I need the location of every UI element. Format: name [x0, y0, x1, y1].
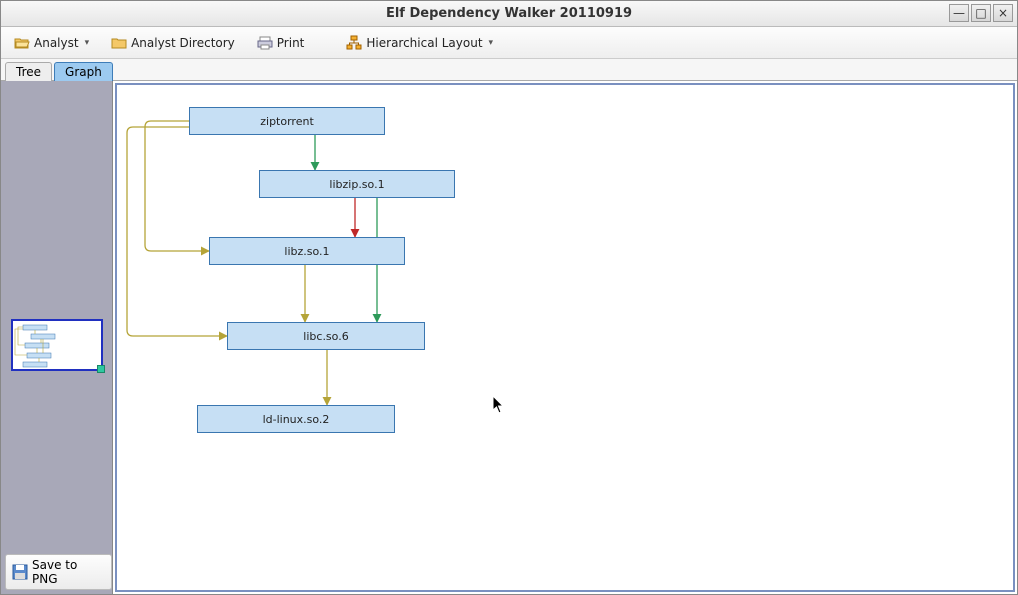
maximize-button[interactable]: □ — [971, 4, 991, 22]
save-to-png-button[interactable]: Save to PNG — [5, 554, 112, 590]
window-buttons: — □ × — [949, 4, 1013, 22]
content-area: Save to PNG ziptorrent libzip.so.1 libz.so… — [1, 81, 1017, 594]
print-button[interactable]: Print — [250, 31, 312, 55]
chevron-down-icon: ▾ — [489, 38, 494, 48]
save-to-png-label: Save to PNG — [32, 558, 105, 586]
folder-icon — [111, 35, 127, 51]
overview-pane: Save to PNG — [1, 81, 113, 594]
node-libc[interactable]: libc.so.6 — [227, 322, 425, 350]
analyst-label: Analyst — [34, 36, 79, 50]
close-button[interactable]: × — [993, 4, 1013, 22]
mouse-cursor-icon — [492, 395, 506, 415]
toolbar: Analyst ▾ Analyst Directory Print Hierar… — [1, 27, 1017, 59]
window-title: Elf Dependency Walker 20110919 — [386, 6, 632, 21]
resize-handle-icon[interactable] — [97, 365, 105, 373]
node-ziptorrent[interactable]: ziptorrent — [189, 107, 385, 135]
chevron-down-icon: ▾ — [85, 38, 90, 48]
print-label: Print — [277, 36, 305, 50]
hierarchical-layout-label: Hierarchical Layout — [366, 36, 482, 50]
hierarchical-layout-menu[interactable]: Hierarchical Layout ▾ — [339, 31, 500, 55]
analyst-menu[interactable]: Analyst ▾ — [7, 31, 96, 55]
graph-canvas-pane[interactable]: ziptorrent libzip.so.1 libz.so.1 libc.so.6 l… — [115, 83, 1015, 592]
app-window: Elf Dependency Walker 20110919 — □ × Ana… — [0, 0, 1018, 595]
edge-ziptorrent-libz — [145, 121, 209, 251]
save-icon — [12, 564, 28, 580]
overview-thumbnail[interactable] — [11, 319, 103, 371]
titlebar: Elf Dependency Walker 20110919 — □ × — [1, 1, 1017, 27]
analyst-directory-label: Analyst Directory — [131, 36, 235, 50]
tab-graph[interactable]: Graph — [54, 62, 113, 81]
analyst-directory-button[interactable]: Analyst Directory — [104, 31, 242, 55]
node-ldlinux[interactable]: ld-linux.so.2 — [197, 405, 395, 433]
layout-icon — [346, 35, 362, 51]
tab-tree[interactable]: Tree — [5, 62, 52, 81]
print-icon — [257, 35, 273, 51]
node-libz[interactable]: libz.so.1 — [209, 237, 405, 265]
folder-open-icon — [14, 35, 30, 51]
node-libzip[interactable]: libzip.so.1 — [259, 170, 455, 198]
edge-ziptorrent-libc — [127, 127, 227, 336]
graph-canvas[interactable]: ziptorrent libzip.so.1 libz.so.1 libc.so.6 l… — [117, 85, 1013, 590]
minimize-button[interactable]: — — [949, 4, 969, 22]
tab-bar: Tree Graph — [1, 59, 1017, 81]
